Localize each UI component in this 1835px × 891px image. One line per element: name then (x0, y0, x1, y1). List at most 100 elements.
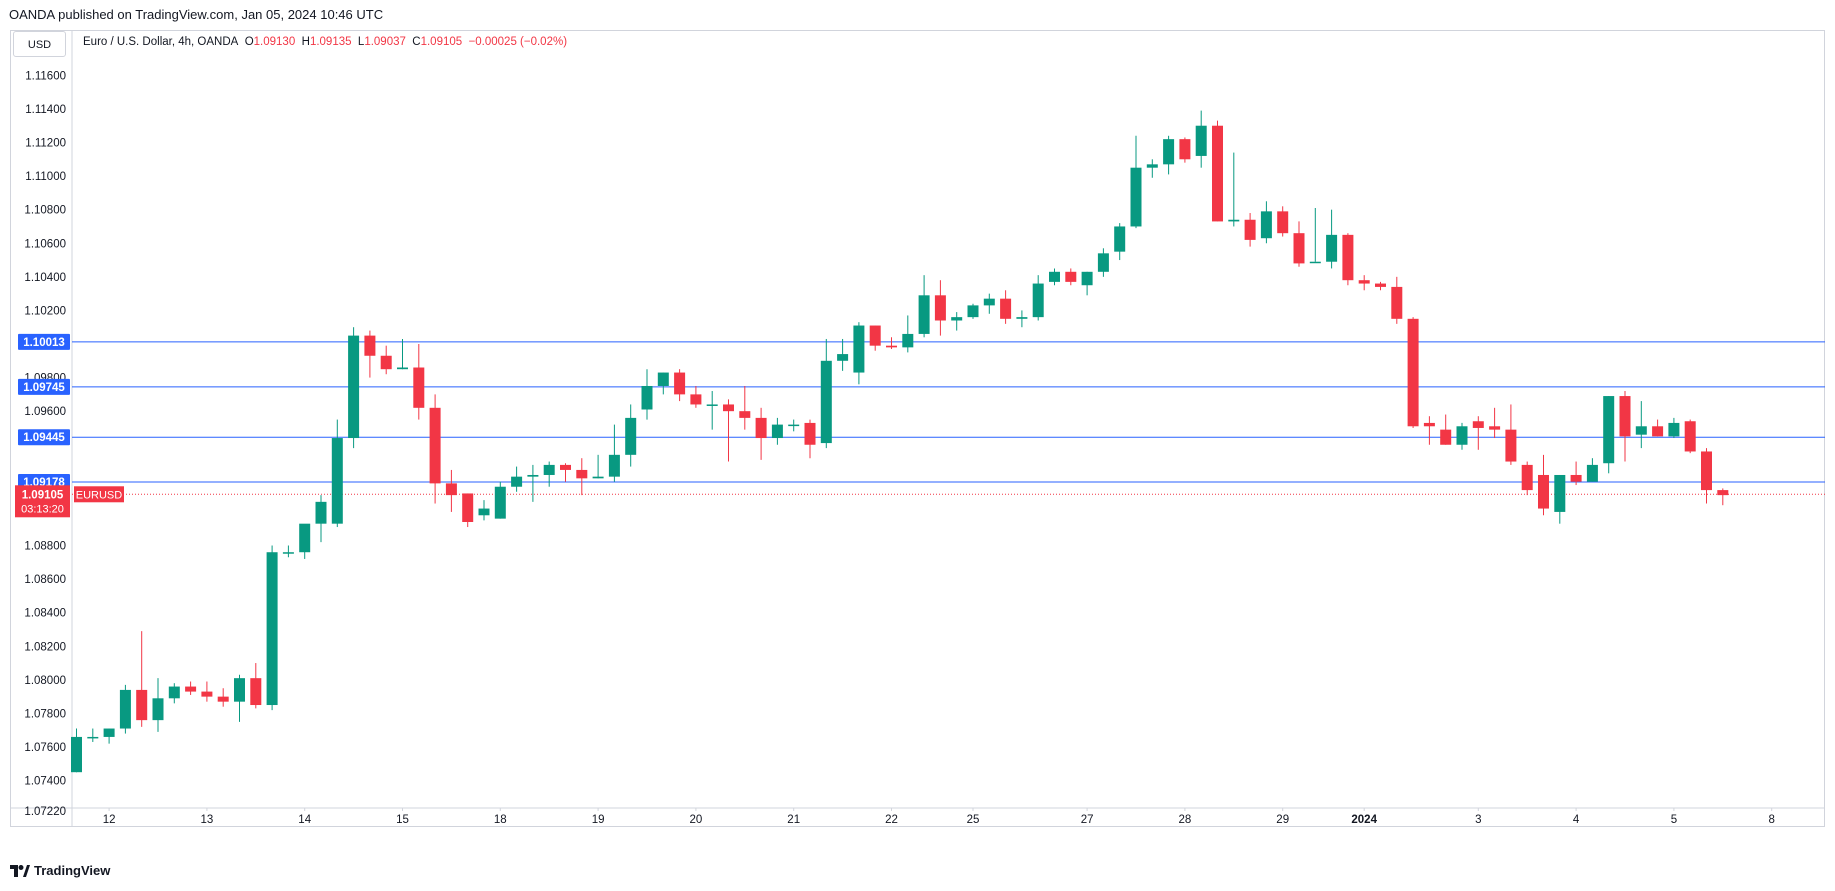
candle[interactable] (739, 385, 751, 430)
candle[interactable] (755, 407, 767, 460)
candle[interactable] (608, 424, 620, 482)
candle[interactable] (1684, 419, 1696, 454)
candle[interactable] (1277, 206, 1289, 237)
candle[interactable] (967, 303, 979, 319)
candle[interactable] (820, 338, 832, 449)
candle[interactable] (657, 372, 669, 395)
candle[interactable] (837, 338, 849, 371)
candle[interactable] (1521, 461, 1533, 496)
candle[interactable] (1097, 248, 1109, 277)
candle[interactable] (266, 545, 278, 711)
candle[interactable] (771, 417, 783, 445)
candle[interactable] (690, 385, 702, 408)
candle[interactable] (886, 337, 897, 350)
candle[interactable] (869, 325, 881, 351)
candle[interactable] (1489, 407, 1501, 439)
candle[interactable] (299, 523, 311, 559)
candle[interactable] (397, 338, 408, 370)
symbol-title[interactable]: Euro / U.S. Dollar, 4h, OANDA (83, 36, 239, 48)
candle[interactable] (723, 399, 734, 462)
candle[interactable] (1228, 152, 1240, 227)
candle[interactable] (1423, 416, 1435, 445)
candle[interactable] (445, 469, 457, 512)
candle[interactable] (1146, 159, 1158, 178)
candle[interactable] (1391, 276, 1403, 324)
candle[interactable] (560, 463, 571, 482)
candle[interactable] (1212, 120, 1223, 222)
candle[interactable] (706, 391, 718, 430)
candle[interactable] (168, 683, 180, 704)
candle[interactable] (1293, 221, 1305, 267)
candle[interactable] (1619, 391, 1631, 462)
candle[interactable] (348, 327, 360, 449)
candle[interactable] (592, 454, 604, 479)
candle[interactable] (641, 369, 653, 420)
candle[interactable] (315, 495, 327, 543)
candle[interactable] (282, 545, 294, 558)
candle[interactable] (625, 404, 637, 467)
candle[interactable] (478, 500, 490, 521)
candle[interactable] (951, 312, 963, 331)
candle[interactable] (674, 369, 686, 402)
candle[interactable] (185, 681, 197, 695)
candle[interactable] (1179, 137, 1191, 163)
candle[interactable] (1538, 454, 1549, 516)
candle[interactable] (576, 458, 588, 496)
candle[interactable] (1375, 281, 1386, 291)
candle[interactable] (1570, 461, 1582, 486)
candle[interactable] (1049, 268, 1060, 286)
candle[interactable] (1260, 201, 1272, 244)
candle[interactable] (87, 728, 99, 742)
candle[interactable] (1309, 207, 1321, 264)
candle[interactable] (934, 280, 946, 336)
candle[interactable] (1586, 458, 1598, 482)
candle[interactable] (201, 681, 213, 702)
candle[interactable] (1130, 135, 1142, 229)
candle[interactable] (136, 631, 148, 727)
candle[interactable] (494, 481, 506, 519)
candle[interactable] (380, 345, 392, 375)
candle[interactable] (119, 684, 131, 734)
candle[interactable] (983, 293, 995, 314)
candle[interactable] (234, 674, 245, 722)
price-level-badge[interactable]: 1.09745 (18, 378, 70, 395)
candle[interactable] (1472, 416, 1484, 450)
candle[interactable] (429, 394, 441, 504)
candle[interactable] (250, 663, 262, 709)
candle[interactable] (413, 344, 425, 420)
candle[interactable] (1342, 233, 1354, 286)
candle[interactable] (804, 419, 816, 459)
candle[interactable] (853, 322, 865, 385)
candle[interactable] (788, 419, 800, 432)
candle[interactable] (1114, 223, 1126, 261)
candle[interactable] (152, 678, 164, 732)
candle[interactable] (71, 728, 82, 773)
candle[interactable] (902, 315, 914, 353)
candle[interactable] (1717, 488, 1729, 506)
candle[interactable] (1195, 110, 1207, 168)
currency-unit-button[interactable]: USD (13, 31, 66, 57)
candle[interactable] (1032, 275, 1044, 321)
candle[interactable] (1440, 414, 1452, 445)
candle[interactable] (511, 466, 523, 492)
candle[interactable] (527, 464, 539, 502)
candle[interactable] (462, 493, 474, 528)
candle[interactable] (1701, 448, 1712, 504)
tradingview-footer[interactable]: TradingView (10, 863, 110, 878)
candle[interactable] (543, 461, 555, 487)
candle[interactable] (1505, 404, 1517, 465)
candle[interactable] (217, 688, 229, 707)
candle[interactable] (1065, 268, 1077, 286)
candle[interactable] (1554, 474, 1566, 524)
candle[interactable] (1163, 135, 1175, 175)
candle[interactable] (331, 419, 343, 528)
candle[interactable] (1652, 419, 1664, 437)
candle[interactable] (1326, 209, 1338, 269)
candle[interactable] (918, 275, 930, 338)
candle[interactable] (1244, 213, 1256, 247)
candle[interactable] (1407, 317, 1419, 428)
candle[interactable] (1456, 422, 1468, 450)
candle[interactable] (1081, 271, 1093, 296)
candle[interactable] (1635, 401, 1647, 449)
